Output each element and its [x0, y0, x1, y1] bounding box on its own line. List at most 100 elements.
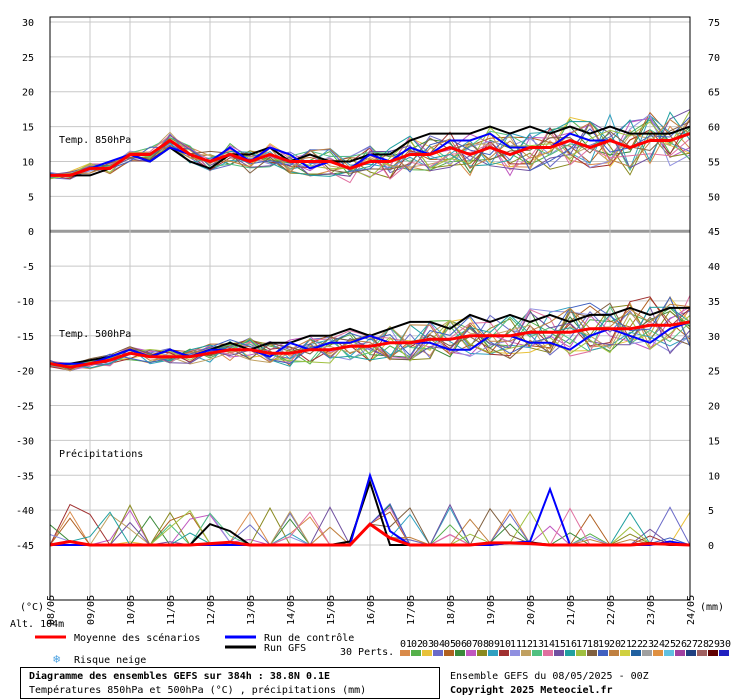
perturbation-line [49, 296, 691, 368]
pert-swatch-28 [697, 650, 707, 656]
pert-number-03: 03 [422, 639, 434, 650]
pert-swatch-11 [510, 650, 520, 656]
plot-frame [49, 16, 691, 601]
pert-number-04: 04 [433, 639, 445, 650]
pert-number-28: 28 [697, 639, 709, 650]
right-tick-label: 20 [708, 402, 720, 413]
left-tick-label: -15 [16, 332, 34, 343]
left-tick-label: 25 [22, 53, 34, 64]
series-t500-run-de-contr-le [50, 320, 691, 365]
pert-number-23: 23 [642, 639, 654, 650]
pert-swatch-07 [466, 650, 476, 656]
copyright: Copyright 2025 Meteociel.fr [450, 685, 613, 696]
pert-swatch-29 [708, 650, 718, 656]
right-tick-label: 45 [708, 227, 720, 238]
perturbation-line [49, 305, 691, 369]
pert-number-21: 21 [620, 639, 632, 650]
right-tick-label: 40 [708, 262, 720, 273]
pert-number-19: 19 [598, 639, 610, 650]
left-tick-label: 30 [22, 18, 34, 29]
panel-label-t500: Temp. 500hPa [59, 329, 131, 340]
left-tick-label: -20 [16, 367, 34, 378]
x-tick-label: 16/05 [366, 595, 377, 625]
pert-number-11: 11 [510, 639, 522, 650]
pert-swatch-04 [433, 650, 443, 656]
pert-swatch-10 [499, 650, 509, 656]
pert-swatch-09 [488, 650, 498, 656]
pert-swatch-19 [598, 650, 608, 656]
main-series-lines [49, 125, 691, 547]
pert-swatch-26 [675, 650, 685, 656]
pert-swatch-25 [664, 650, 674, 656]
pert-swatch-14 [543, 650, 553, 656]
pert-number-14: 14 [543, 639, 555, 650]
pert-number-16: 16 [565, 639, 577, 650]
x-tick-label: 08/05 [46, 595, 57, 625]
perturbation-line [49, 296, 691, 371]
pert-number-17: 17 [576, 639, 588, 650]
run-info: Ensemble GEFS du 08/05/2025 - 00Z [450, 671, 649, 682]
panel-label-t850: Temp. 850hPa [59, 135, 131, 146]
pert-number-12: 12 [521, 639, 533, 650]
pert-swatch-08 [477, 650, 487, 656]
x-tick-label: 22/05 [606, 595, 617, 625]
pert-number-15: 15 [554, 639, 566, 650]
perturbation-line [49, 315, 691, 367]
right-tick-label: 30 [708, 332, 720, 343]
pert-swatch-02 [411, 650, 421, 656]
pert-number-01: 01 [400, 639, 412, 650]
pert-number-08: 08 [477, 639, 489, 650]
x-tick-label: 20/05 [526, 595, 537, 625]
pert-swatch-21 [620, 650, 630, 656]
right-tick-label: 0 [708, 541, 714, 552]
altitude-label: Alt. 104m [10, 619, 64, 630]
x-tick-label: 11/05 [166, 595, 177, 625]
x-tick-label: 14/05 [286, 595, 297, 625]
x-tick-label: 10/05 [126, 595, 137, 625]
pert-number-10: 10 [499, 639, 511, 650]
pert-swatch-20 [609, 650, 619, 656]
pert-swatch-17 [576, 650, 586, 656]
legend-perts-label: 30 Perts. [340, 647, 394, 658]
pert-number-18: 18 [587, 639, 599, 650]
legend-gfs-label: Run GFS [264, 643, 306, 654]
pert-number-06: 06 [455, 639, 467, 650]
legend-snow-label: Risque neige [74, 655, 146, 666]
x-tick-label: 09/05 [86, 595, 97, 625]
left-tick-label: -45 [16, 541, 34, 552]
pert-number-22: 22 [631, 639, 643, 650]
pert-number-29: 29 [708, 639, 720, 650]
series-t500-moyenne-des-sc-narios [49, 320, 691, 369]
pert-number-26: 26 [675, 639, 687, 650]
pert-number-24: 24 [653, 639, 665, 650]
x-tick-label: 18/05 [446, 595, 457, 625]
left-tick-label: -30 [16, 436, 34, 447]
pert-swatch-18 [587, 650, 597, 656]
pert-swatch-24 [653, 650, 663, 656]
pert-swatch-22 [631, 650, 641, 656]
legend-control-label: Run de contrôle [264, 632, 354, 644]
legend-mean-label: Moyenne des scénarios [74, 632, 200, 644]
x-tick-label: 24/05 [686, 595, 697, 625]
pert-number-05: 05 [444, 639, 456, 650]
perturbation-legend: 0102030405060708091011121314151617181920… [400, 639, 731, 656]
x-tick-label: 12/05 [206, 595, 217, 625]
footer-subtitle: Températures 850hPa et 500hPa (°C) , pré… [29, 685, 367, 696]
pert-number-07: 07 [466, 639, 478, 650]
pert-swatch-01 [400, 650, 410, 656]
perturbation-line [49, 303, 691, 370]
right-tick-label: 25 [708, 367, 720, 378]
pert-swatch-13 [532, 650, 542, 656]
x-tick-label: 23/05 [646, 595, 657, 625]
perturbation-line [49, 297, 691, 367]
right-tick-label: 10 [708, 471, 720, 482]
x-tick-label: 17/05 [406, 595, 417, 625]
right-tick-label: 35 [708, 297, 720, 308]
panel-label-precip: Précipitations [59, 448, 143, 460]
pert-swatch-27 [686, 650, 696, 656]
pert-swatch-05 [444, 650, 454, 656]
left-tick-label: -10 [16, 297, 34, 308]
right-tick-label: 15 [708, 436, 720, 447]
